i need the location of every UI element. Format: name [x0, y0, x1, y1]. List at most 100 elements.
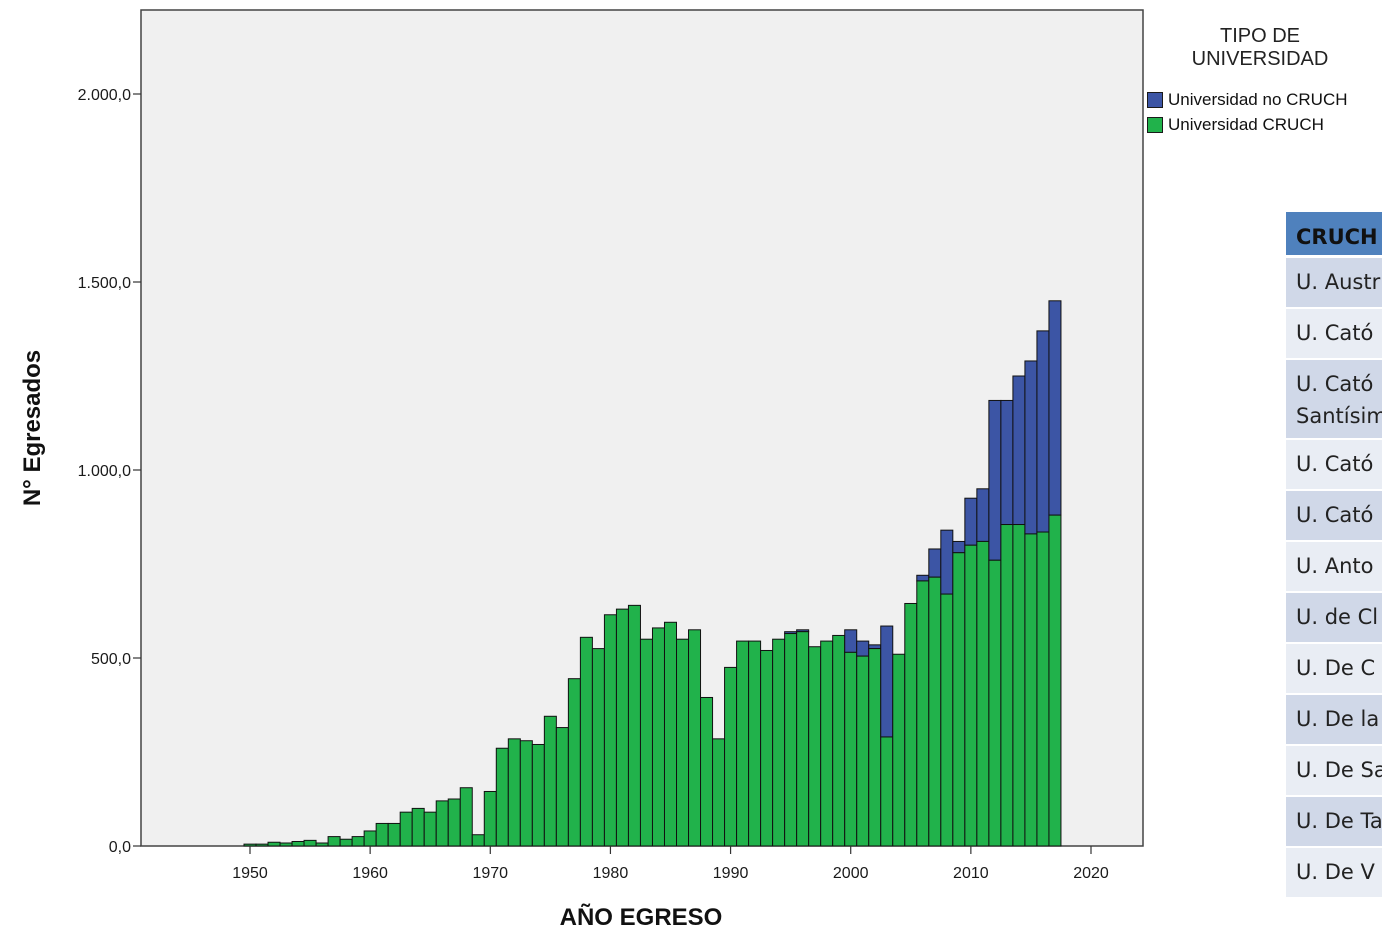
table-row: U. de Cl — [1286, 593, 1382, 644]
bar-cruch-2013 — [1000, 524, 1014, 847]
table-row: U. De Sa — [1286, 746, 1382, 797]
bar-cruch-1988 — [700, 696, 714, 847]
bar-cruch-1990 — [724, 666, 738, 847]
y-tick-label: 500,0 — [91, 651, 131, 668]
bar-no-cruch-2000 — [844, 629, 858, 653]
table-row: U. Cató — [1286, 491, 1382, 542]
bar-cruch-2008 — [940, 593, 954, 847]
bar-cruch-2009 — [952, 552, 966, 847]
bar-no-cruch-2011 — [976, 488, 990, 542]
x-axis-title: AÑO EGRESO — [560, 903, 723, 928]
table-row: U. Anto — [1286, 542, 1382, 593]
bar-no-cruch-2015 — [1024, 360, 1038, 535]
bars-group — [243, 300, 1062, 847]
bar-cruch-1965 — [423, 811, 437, 847]
bar-no-cruch-2016 — [1036, 330, 1050, 533]
bar-no-cruch-2010 — [964, 497, 978, 546]
bar-cruch-1981 — [615, 608, 629, 847]
bar-cruch-1984 — [651, 627, 665, 847]
bar-cruch-2006 — [916, 580, 930, 847]
bar-cruch-1999 — [832, 634, 846, 847]
bar-cruch-1982 — [627, 604, 641, 847]
bar-cruch-1955 — [303, 839, 317, 847]
bar-cruch-1995 — [784, 633, 798, 847]
bar-cruch-1992 — [748, 640, 762, 847]
y-tick-label: 1.500,0 — [78, 275, 131, 292]
bar-cruch-1979 — [591, 648, 605, 847]
x-tick-label: 2000 — [833, 865, 869, 882]
table-row: U. De la — [1286, 695, 1382, 746]
legend-swatch-no-cruch — [1147, 92, 1163, 108]
bar-cruch-1970 — [483, 790, 497, 847]
bar-cruch-1952 — [267, 841, 281, 847]
bar-cruch-1974 — [531, 743, 545, 847]
bar-cruch-1977 — [567, 678, 581, 847]
bar-cruch-1973 — [519, 740, 533, 847]
bar-cruch-1957 — [327, 836, 341, 847]
bar-cruch-1998 — [820, 640, 834, 847]
bar-cruch-1996 — [796, 631, 810, 847]
bar-cruch-2007 — [928, 576, 942, 847]
y-axis-title: N° Egresados — [19, 350, 46, 506]
bar-cruch-1969 — [471, 834, 485, 847]
table-row: U. Austr — [1286, 258, 1382, 309]
x-tick-label: 2020 — [1073, 865, 1109, 882]
bar-cruch-1958 — [339, 838, 353, 847]
legend-title-line2: UNIVERSIDAD — [1191, 48, 1329, 70]
bar-cruch-1951 — [255, 843, 269, 847]
bar-no-cruch-2007 — [928, 548, 942, 578]
bar-cruch-1993 — [760, 649, 774, 847]
bar-no-cruch-2014 — [1012, 375, 1026, 526]
bar-no-cruch-2013 — [1000, 399, 1014, 526]
bar-cruch-1956 — [315, 842, 329, 847]
table-row: U. De C — [1286, 644, 1382, 695]
table-row: U. Cató Santísim — [1286, 360, 1382, 440]
bar-cruch-1962 — [387, 822, 401, 847]
table-row: U. De V — [1286, 848, 1382, 899]
bar-cruch-1994 — [772, 638, 786, 847]
bar-no-cruch-2002 — [868, 644, 882, 650]
x-axis: 1950 1960 1970 1980 1990 2000 2010 2020 — [232, 846, 1109, 882]
bar-no-cruch-2012 — [988, 399, 1002, 561]
bar-cruch-1960 — [363, 830, 377, 847]
legend-label-no-cruch: Universidad no CRUCH — [1168, 90, 1348, 109]
table-row: U. Cató — [1286, 309, 1382, 360]
legend-swatch-cruch — [1147, 117, 1163, 133]
y-tick-label: 2.000,0 — [78, 87, 131, 104]
bar-cruch-1964 — [411, 807, 425, 847]
bar-cruch-1953 — [279, 842, 293, 847]
bar-cruch-2011 — [976, 540, 990, 847]
bar-cruch-1954 — [291, 840, 305, 847]
legend-title-line1: TIPO DE — [1219, 25, 1300, 47]
bar-no-cruch-2001 — [856, 640, 870, 657]
table-header: CRUCH — [1286, 212, 1382, 258]
bar-cruch-2012 — [988, 559, 1002, 847]
x-tick-label: 1990 — [713, 865, 749, 882]
y-tick-label: 1.000,0 — [78, 463, 131, 480]
bar-cruch-2005 — [904, 602, 918, 847]
bar-cruch-1985 — [663, 621, 677, 847]
cruch-university-table: CRUCH U. Austr U. Cató U. Cató Santísim … — [1286, 212, 1382, 899]
bar-cruch-1963 — [399, 811, 413, 847]
x-tick-label: 1950 — [232, 865, 268, 882]
bar-cruch-2016 — [1036, 531, 1050, 847]
bar-no-cruch-2008 — [940, 529, 954, 595]
table-row: U. De Ta — [1286, 797, 1382, 848]
bar-cruch-2004 — [892, 653, 906, 847]
x-tick-label: 1980 — [593, 865, 629, 882]
bar-cruch-2015 — [1024, 533, 1038, 847]
table-row: U. Cató — [1286, 440, 1382, 491]
bar-cruch-2002 — [868, 648, 882, 847]
bar-cruch-1968 — [459, 787, 473, 847]
legend-item-no-cruch: Universidad no CRUCH — [1147, 89, 1348, 111]
bar-cruch-1978 — [579, 636, 593, 847]
bar-cruch-1966 — [435, 800, 449, 847]
bar-cruch-1989 — [712, 738, 726, 847]
bar-cruch-1967 — [447, 798, 461, 847]
bar-no-cruch-2003 — [880, 625, 894, 738]
bar-cruch-2017 — [1048, 514, 1062, 847]
bar-cruch-2001 — [856, 655, 870, 847]
bar-cruch-2000 — [844, 651, 858, 847]
y-axis: 0,0 500,0 1.000,0 1.500,0 2.000,0 — [78, 87, 141, 856]
